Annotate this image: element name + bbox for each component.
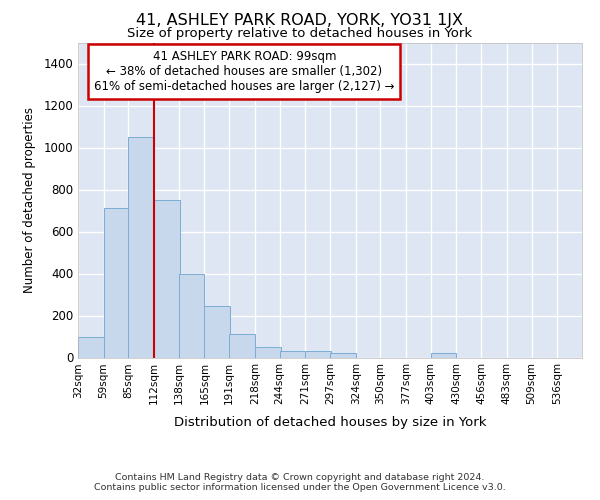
Text: Size of property relative to detached houses in York: Size of property relative to detached ho… bbox=[127, 28, 473, 40]
Bar bbox=[431, 354, 457, 358]
Bar bbox=[128, 137, 154, 358]
Text: Contains HM Land Registry data © Crown copyright and database right 2024.
Contai: Contains HM Land Registry data © Crown c… bbox=[94, 473, 506, 492]
Bar bbox=[179, 274, 205, 357]
Bar bbox=[205, 306, 230, 358]
Text: 41 ASHLEY PARK ROAD: 99sqm
← 38% of detached houses are smaller (1,302)
61% of s: 41 ASHLEY PARK ROAD: 99sqm ← 38% of deta… bbox=[94, 50, 395, 94]
Bar bbox=[104, 208, 130, 358]
Bar bbox=[305, 351, 331, 358]
Bar bbox=[229, 334, 255, 357]
Y-axis label: Number of detached properties: Number of detached properties bbox=[23, 107, 37, 293]
Text: 41, ASHLEY PARK ROAD, YORK, YO31 1JX: 41, ASHLEY PARK ROAD, YORK, YO31 1JX bbox=[137, 12, 464, 28]
Bar bbox=[330, 354, 356, 358]
Bar bbox=[280, 351, 305, 358]
Bar bbox=[78, 336, 104, 357]
Bar bbox=[154, 200, 180, 358]
Bar bbox=[255, 347, 281, 358]
X-axis label: Distribution of detached houses by size in York: Distribution of detached houses by size … bbox=[174, 416, 486, 428]
